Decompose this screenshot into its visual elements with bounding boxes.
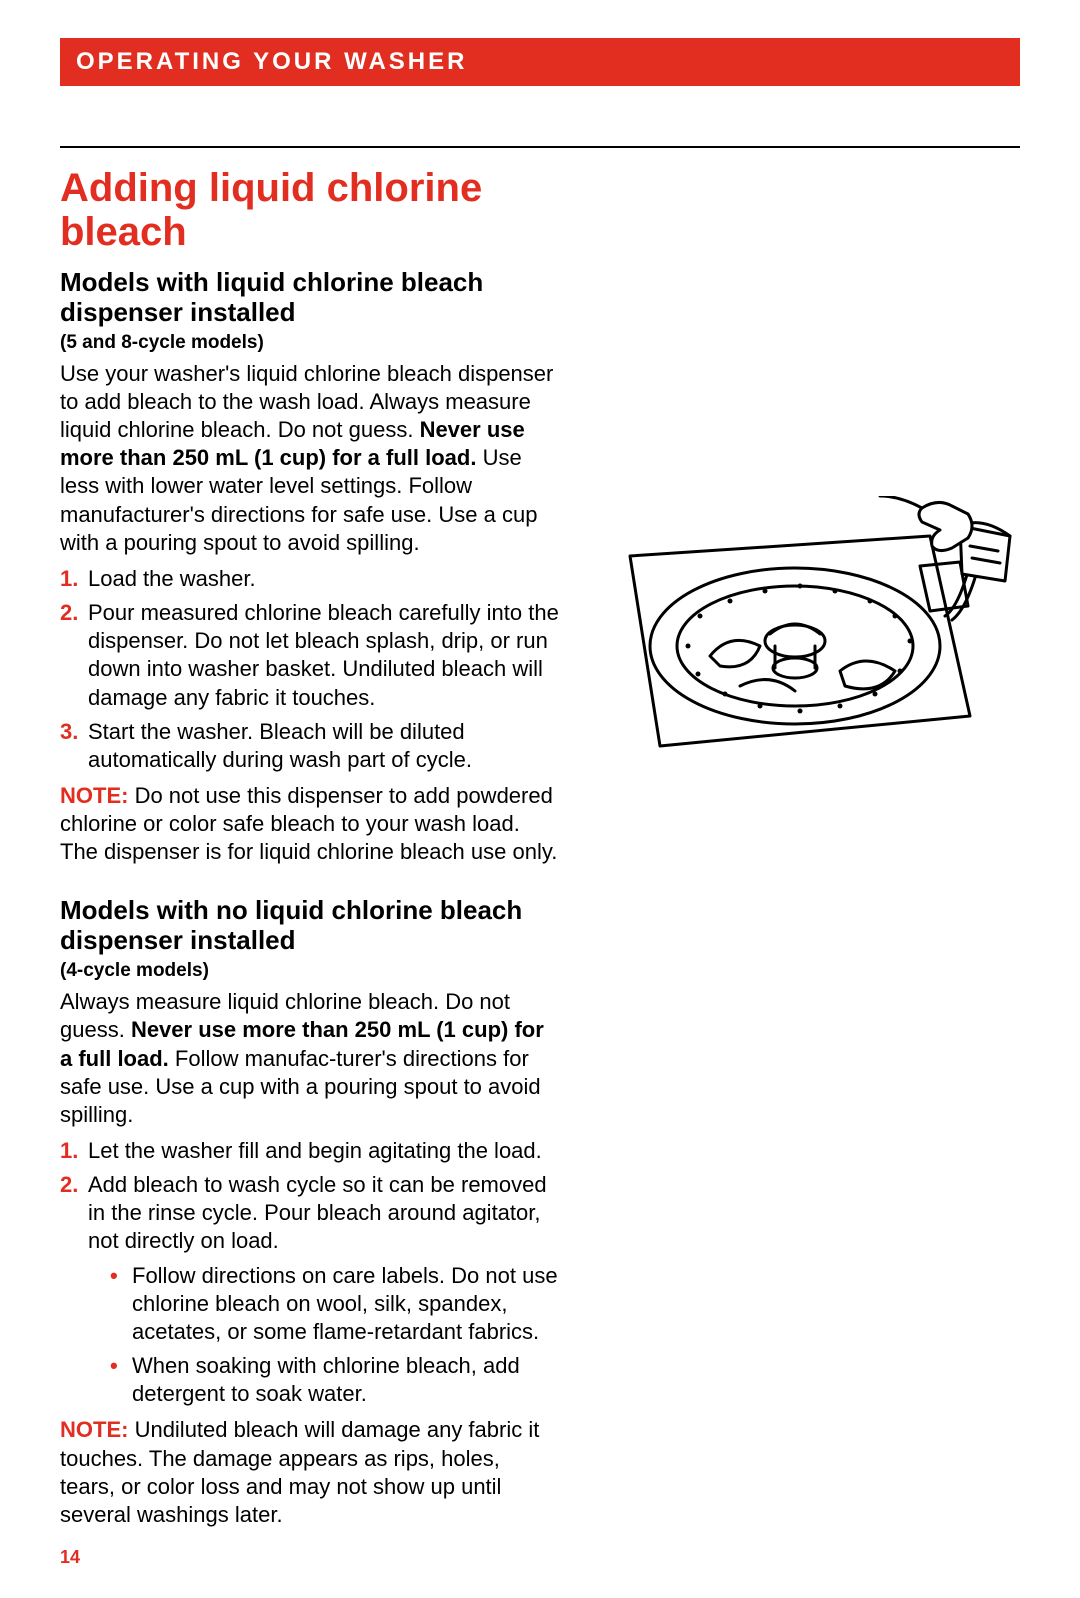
section1-steps: 1.Load the washer. 2.Pour measured chlor… — [60, 565, 560, 774]
page-number: 14 — [60, 1547, 80, 1568]
section2-model-note: (4-cycle models) — [60, 960, 560, 982]
section2-intro: Always measure liquid chlorine bleach. D… — [60, 988, 560, 1129]
section2-title: Models with no liquid chlorine bleach di… — [60, 896, 560, 956]
section2-steps: 1.Let the washer fill and begin agitatin… — [60, 1137, 560, 1408]
list-item: 2.Add bleach to wash cycle so it can be … — [60, 1171, 560, 1408]
section-header: OPERATING YOUR WASHER — [60, 38, 1020, 86]
list-item: 2.Pour measured chlorine bleach carefull… — [60, 599, 560, 712]
list-item: 1.Load the washer. — [60, 565, 560, 593]
list-item: 3.Start the washer. Bleach will be dilut… — [60, 718, 560, 774]
page-title: Adding liquid chlorine bleach — [60, 166, 560, 254]
list-item: 1.Let the washer fill and begin agitatin… — [60, 1137, 560, 1165]
left-column: Adding liquid chlorine bleach Models wit… — [60, 166, 560, 1537]
right-column — [600, 166, 1020, 1537]
section1-title: Models with liquid chlorine bleach dispe… — [60, 268, 560, 328]
section1-note: NOTE: Do not use this dispenser to add p… — [60, 782, 560, 866]
section1-model-note: (5 and 8-cycle models) — [60, 332, 560, 354]
section2-bullets: Follow directions on care labels. Do not… — [110, 1262, 560, 1409]
section2-note: NOTE: Undiluted bleach will damage any f… — [60, 1416, 560, 1529]
page-content: Adding liquid chlorine bleach Models wit… — [60, 146, 1020, 1537]
washer-pour-illustration — [600, 496, 1020, 776]
list-item: Follow directions on care labels. Do not… — [110, 1262, 560, 1346]
list-item: When soaking with chlorine bleach, add d… — [110, 1352, 560, 1408]
section1-intro: Use your washer's liquid chlorine bleach… — [60, 360, 560, 557]
section-header-text: OPERATING YOUR WASHER — [76, 48, 467, 76]
